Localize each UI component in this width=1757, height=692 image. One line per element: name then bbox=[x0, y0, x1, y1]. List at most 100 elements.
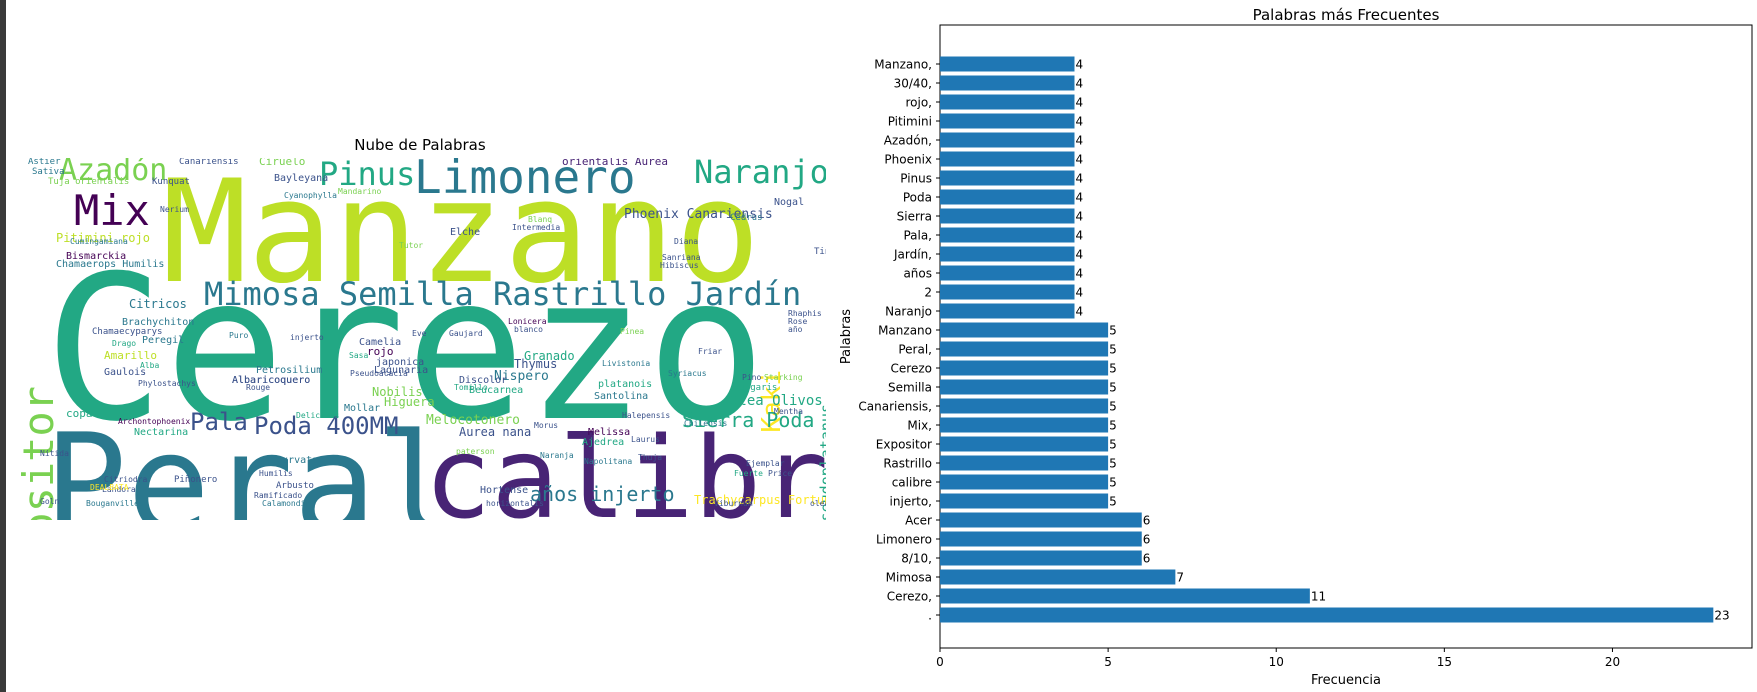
bar bbox=[940, 265, 1075, 281]
wordcloud-word: Mentha bbox=[774, 407, 803, 416]
bar-value-label: 4 bbox=[1075, 248, 1083, 262]
wordcloud-word: Gaujard bbox=[449, 329, 483, 338]
bar-value-label: 4 bbox=[1075, 115, 1083, 129]
x-tick-label: 20 bbox=[1605, 655, 1620, 669]
wordcloud-word: paterson bbox=[456, 447, 495, 456]
bar bbox=[940, 246, 1075, 262]
y-tick-label: rojo, bbox=[905, 96, 932, 110]
bar-value-label: 5 bbox=[1109, 362, 1117, 376]
y-tick-label: Naranjo bbox=[885, 305, 932, 319]
wordcloud-word: blanco bbox=[514, 325, 543, 334]
bar-value-label: 4 bbox=[1075, 267, 1083, 281]
bar-value-label: 4 bbox=[1075, 77, 1083, 91]
wordcloud-word: Azadón bbox=[59, 158, 168, 188]
bar bbox=[940, 398, 1109, 414]
y-tick-label: Pitimini bbox=[888, 115, 932, 129]
wordcloud-word: DEALBATA bbox=[90, 483, 129, 492]
wordcloud-word: Delicious bbox=[296, 411, 340, 420]
bar bbox=[940, 94, 1075, 110]
wordcloud-word: injerto bbox=[290, 333, 324, 342]
y-tick-label: Manzano bbox=[878, 324, 932, 338]
bar-value-label: 5 bbox=[1109, 381, 1117, 395]
bar-value-label: 4 bbox=[1075, 172, 1083, 186]
wordcloud-word: Thymus bbox=[514, 357, 558, 371]
barchart-title: Palabras más Frecuentes bbox=[1252, 6, 1440, 24]
bar-value-label: 6 bbox=[1143, 514, 1151, 528]
wordcloud-word: Amarillo bbox=[104, 349, 157, 362]
bar bbox=[940, 284, 1075, 300]
y-tick-label: Azadón, bbox=[884, 134, 932, 148]
bar bbox=[940, 569, 1176, 585]
wordcloud-word: Lonicera bbox=[508, 317, 547, 326]
wordcloud-word: Hibiscus bbox=[660, 261, 699, 270]
bar bbox=[940, 531, 1142, 547]
y-tick-label: Cerezo bbox=[891, 362, 932, 376]
wordcloud-word: Sierra Poda bbox=[682, 408, 815, 432]
wordcloud-word: orientalis Aurea bbox=[562, 158, 668, 168]
bar bbox=[940, 208, 1075, 224]
y-tick-label: años bbox=[903, 267, 932, 281]
y-tick-label: Cerezo, bbox=[887, 590, 932, 604]
y-tick-label: Expositor bbox=[876, 438, 932, 452]
wordcloud-word: Puro bbox=[229, 331, 249, 340]
wordcloud-word: Calamondin bbox=[262, 499, 311, 508]
wordcloud-word: Naranja bbox=[540, 451, 574, 460]
wordcloud-word: Melocotonero bbox=[426, 413, 520, 428]
wordcloud-word: Trachycarpus Fortunei bbox=[694, 493, 826, 507]
wordcloud-word: Cedrus bbox=[730, 213, 763, 223]
wordcloud-word: Elche bbox=[450, 227, 481, 238]
wordcloud-word: Limonero bbox=[414, 158, 636, 204]
wordcloud-word: platanois bbox=[598, 379, 653, 390]
wordcloud-word: Sativa bbox=[32, 167, 65, 177]
bar bbox=[940, 474, 1109, 490]
wordcloud-word: Albaricoquero bbox=[232, 375, 311, 386]
wordcloud-word: Cyanophylla bbox=[284, 191, 337, 200]
y-tick-label: 30/40, bbox=[894, 77, 932, 91]
bar bbox=[940, 151, 1075, 167]
y-tick-label: injerto, bbox=[890, 495, 932, 509]
wordcloud-word: Mimosa Semilla Rastrillo Jardín bbox=[204, 275, 802, 313]
wordcloud-word: Price bbox=[768, 469, 793, 478]
wordcloud-word: Rhaphis bbox=[788, 309, 822, 318]
y-tick-label: . bbox=[928, 609, 932, 623]
wordcloud-word: Ramificado bbox=[254, 491, 303, 500]
wordcloud-word: Piñonero bbox=[174, 475, 218, 485]
wordcloud-word: Aurea nana bbox=[459, 425, 532, 439]
wordcloud-word: Discolor bbox=[459, 375, 508, 386]
wordcloud-word: Citriodra bbox=[104, 475, 148, 484]
y-tick-label: Jardín, bbox=[893, 248, 932, 262]
wordcloud-word: Ajedrea bbox=[582, 437, 625, 448]
wordcloud-word: Pino bbox=[742, 373, 762, 382]
bar-value-label: 6 bbox=[1143, 552, 1151, 566]
wordcloud-word: Nobilis bbox=[372, 385, 423, 399]
bar bbox=[940, 436, 1109, 452]
wordcloud-word: Peral bbox=[44, 404, 460, 521]
wordcloud-word: Rose bbox=[788, 317, 808, 326]
bar-value-label: 4 bbox=[1075, 134, 1083, 148]
bar-value-label: 5 bbox=[1109, 400, 1117, 414]
wordcloud-word: Syriacus bbox=[668, 369, 707, 378]
y-tick-label: Peral, bbox=[898, 343, 932, 357]
bar bbox=[940, 132, 1075, 148]
bar bbox=[940, 75, 1075, 91]
wordcloud-word: años injerto bbox=[530, 482, 675, 506]
x-tick-label: 5 bbox=[1104, 655, 1112, 669]
y-axis-label: Palabras bbox=[839, 309, 854, 364]
wordcloud-word: Hortense bbox=[480, 485, 529, 496]
wordcloud-word: Higuera bbox=[384, 395, 435, 409]
wordcloud-word: Nerium bbox=[160, 205, 189, 214]
wordcloud-word: Livistonia bbox=[602, 359, 651, 368]
wordcloud-word: Fuerte bbox=[734, 469, 763, 478]
wordcloud-word: Lagunaria bbox=[374, 365, 429, 376]
bar bbox=[940, 417, 1109, 433]
bar bbox=[940, 588, 1310, 604]
wordcloud-word: Manzano bbox=[162, 158, 761, 315]
bar bbox=[940, 379, 1109, 395]
wordcloud-word: Cumingamiana bbox=[70, 237, 128, 246]
wordcloud-word: Astier bbox=[28, 158, 61, 167]
wordcloud-word: Archontophoenix bbox=[118, 417, 191, 426]
wordcloud-word: Pinea bbox=[620, 327, 645, 336]
wordcloud-word: Nectarina bbox=[134, 427, 189, 438]
y-tick-label: Phoenix bbox=[884, 153, 932, 167]
